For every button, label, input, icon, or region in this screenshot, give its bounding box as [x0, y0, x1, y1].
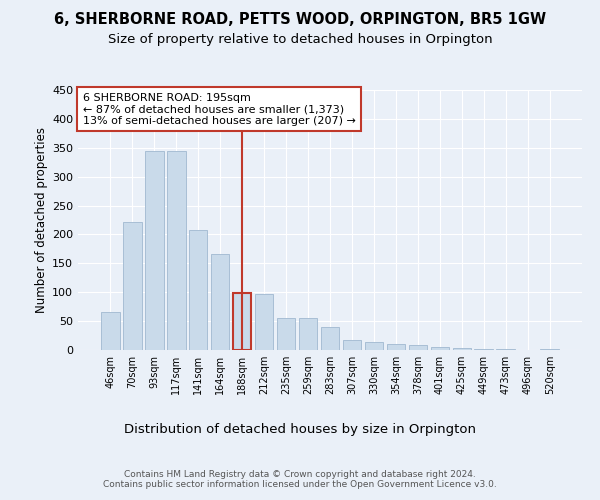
Bar: [343, 340, 361, 350]
Bar: [386, 344, 405, 350]
Bar: [431, 347, 449, 350]
Bar: [211, 254, 229, 350]
Text: Contains HM Land Registry data © Crown copyright and database right 2024.
Contai: Contains HM Land Registry data © Crown c…: [103, 470, 497, 490]
Bar: [365, 342, 383, 350]
Text: 6 SHERBORNE ROAD: 195sqm
← 87% of detached houses are smaller (1,373)
13% of sem: 6 SHERBORNE ROAD: 195sqm ← 87% of detach…: [83, 92, 356, 126]
Text: Distribution of detached houses by size in Orpington: Distribution of detached houses by size …: [124, 422, 476, 436]
Bar: [101, 312, 119, 350]
Bar: [277, 318, 295, 350]
Bar: [299, 318, 317, 350]
Bar: [123, 222, 142, 350]
Text: Size of property relative to detached houses in Orpington: Size of property relative to detached ho…: [107, 32, 493, 46]
Bar: [145, 150, 164, 350]
Bar: [409, 346, 427, 350]
Text: 6, SHERBORNE ROAD, PETTS WOOD, ORPINGTON, BR5 1GW: 6, SHERBORNE ROAD, PETTS WOOD, ORPINGTON…: [54, 12, 546, 28]
Bar: [320, 327, 340, 350]
Bar: [233, 294, 251, 350]
Bar: [475, 349, 493, 350]
Bar: [167, 150, 185, 350]
Bar: [189, 230, 208, 350]
Bar: [452, 348, 471, 350]
Bar: [255, 294, 274, 350]
Y-axis label: Number of detached properties: Number of detached properties: [35, 127, 48, 313]
